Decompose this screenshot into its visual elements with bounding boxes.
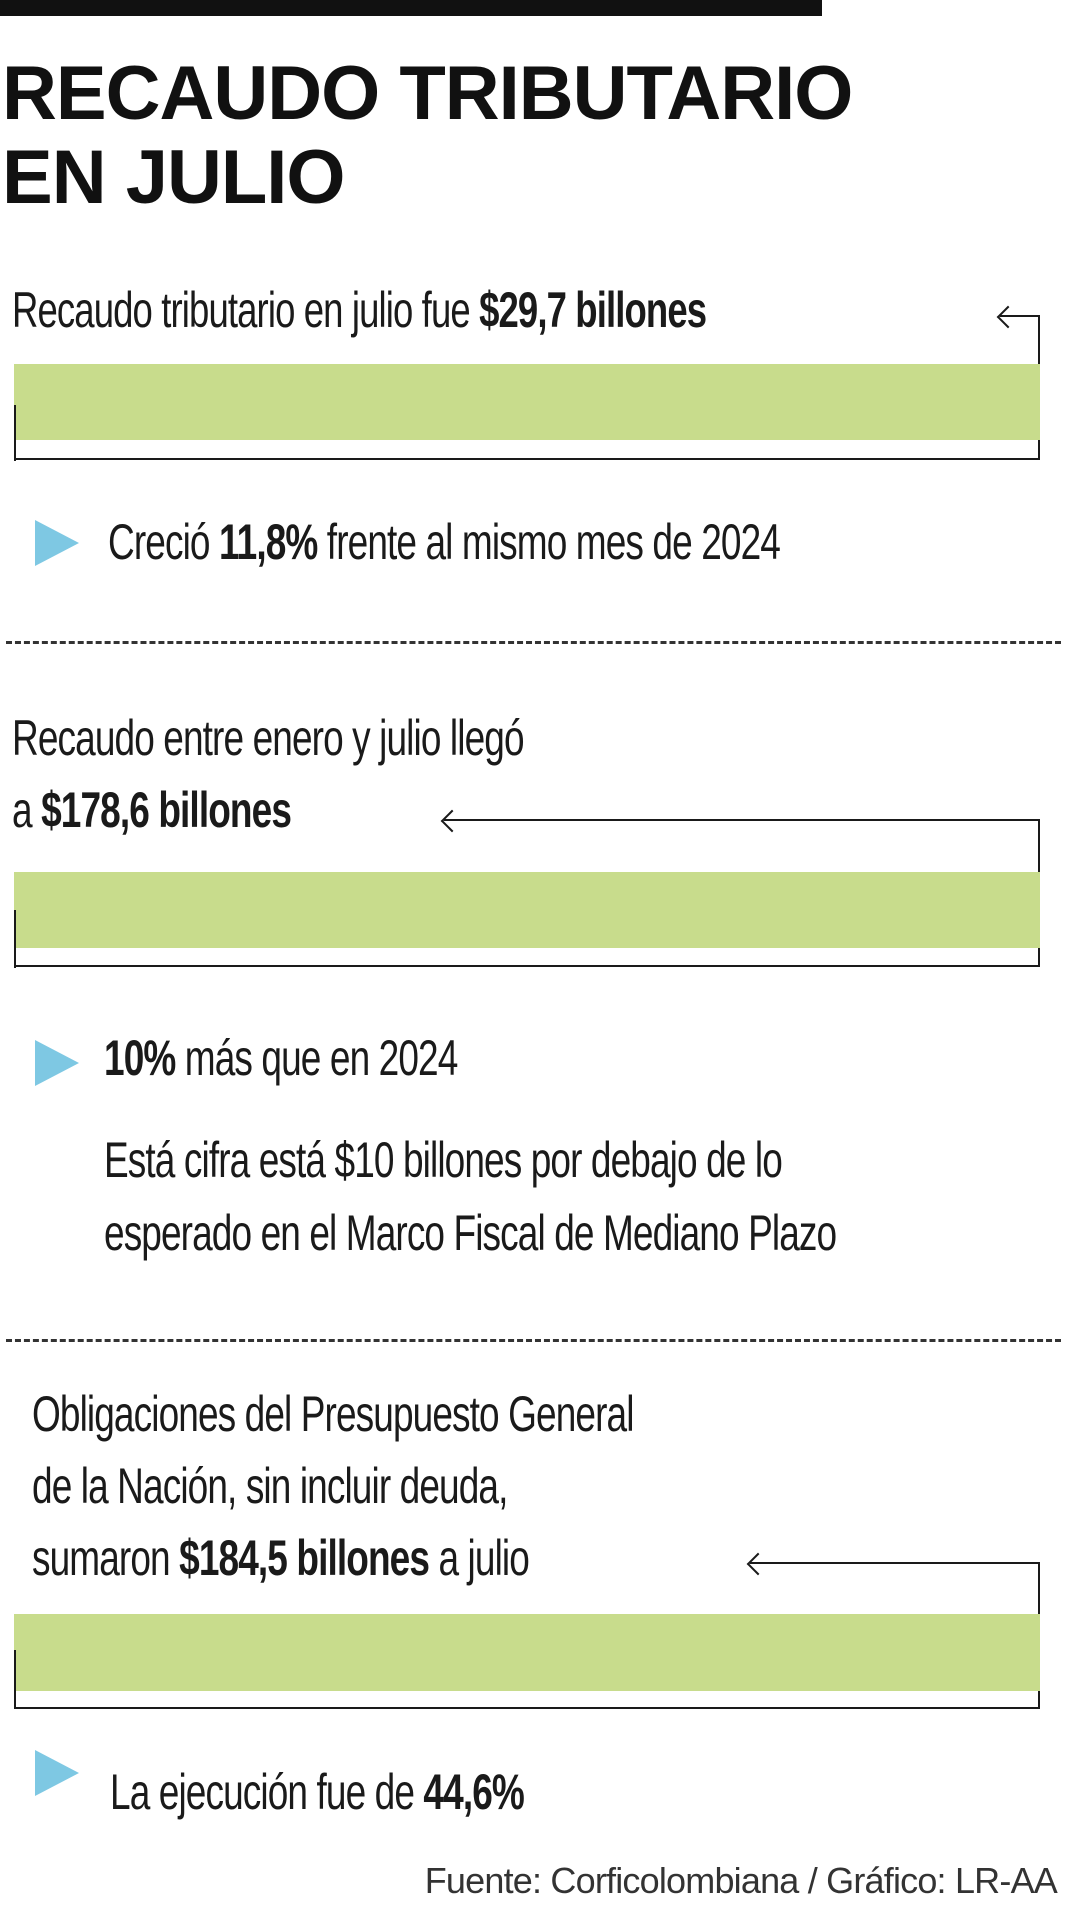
block2-arrow-line xyxy=(444,819,1040,821)
block2-bullet: 10% más que en 2024 xyxy=(104,1030,458,1086)
block2-line1: Recaudo entre enero y julio llegó xyxy=(12,710,525,766)
block2-note-line1: Está cifra está $10 billones por debajo … xyxy=(104,1132,783,1188)
block3-bracket-bottom xyxy=(14,1707,1040,1709)
block1-bracket-left xyxy=(14,405,16,461)
block3-line3: sumaron $184,5 billones a julio xyxy=(32,1530,530,1586)
title-line-2: EN JULIO xyxy=(2,135,345,220)
block2-note-line2: esperado en el Marco Fiscal de Mediano P… xyxy=(104,1205,837,1261)
block1-bullet-icon xyxy=(35,520,79,566)
block1-bracket-bottom xyxy=(14,458,1040,460)
source-credit: Fuente: Corficolombiana / Gráfico: LR-AA xyxy=(424,1860,1058,1901)
block3-amount: $184,5 billones xyxy=(179,1530,430,1586)
block3-bracket-left xyxy=(14,1650,16,1709)
block2-bar xyxy=(14,872,1040,948)
block2-bracket-bottom xyxy=(14,965,1040,967)
block3-arrow-icon xyxy=(746,1552,770,1576)
top-rule xyxy=(0,0,822,16)
block3-bullet-icon xyxy=(35,1750,79,1796)
block3-arrow-line xyxy=(750,1562,1040,1564)
title-line-1: RECAUDO TRIBUTARIO xyxy=(2,51,853,136)
block3-line2: de la Nación, sin incluir deuda, xyxy=(32,1458,508,1514)
page-title: RECAUDO TRIBUTARIO EN JULIO xyxy=(2,51,853,220)
block2-arrow-icon xyxy=(440,809,464,833)
block1-arrow-icon xyxy=(996,305,1020,329)
block2-line2: a $178,6 billones xyxy=(12,782,292,838)
block1-headline: Recaudo tributario en julio fue $29,7 bi… xyxy=(12,282,707,338)
block3-bullet: La ejecución fue de 44,6% xyxy=(110,1764,525,1820)
block3-bar xyxy=(14,1614,1040,1691)
block1-amount: $29,7 billones xyxy=(479,282,707,338)
block2-bullet-icon xyxy=(35,1040,79,1086)
divider-1 xyxy=(6,641,1061,644)
block1-arrow-line xyxy=(1000,315,1040,317)
block1-bar xyxy=(14,364,1040,440)
divider-2 xyxy=(6,1339,1061,1342)
block2-bracket-left xyxy=(14,910,16,968)
block2-amount: $178,6 billones xyxy=(41,782,292,838)
block1-bullet: Creció 11,8% frente al mismo mes de 2024 xyxy=(108,514,781,570)
block3-line1: Obligaciones del Presupuesto General xyxy=(32,1386,634,1442)
